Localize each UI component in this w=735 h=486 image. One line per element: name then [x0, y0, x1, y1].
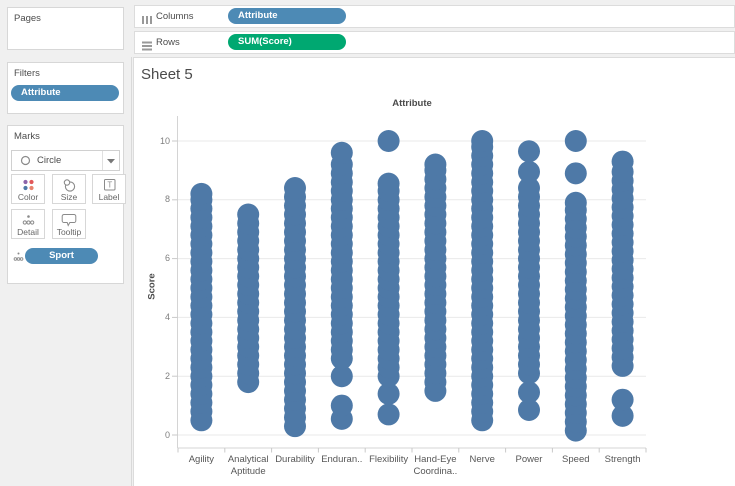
y-tick-label: 4: [164, 311, 170, 322]
rows-shelf-label: Rows: [156, 37, 180, 48]
detail-icon: [12, 213, 44, 227]
data-point-circle[interactable]: [611, 404, 634, 427]
category-label[interactable]: Durability: [275, 454, 315, 465]
label-button-label: Label: [98, 192, 120, 202]
category-label[interactable]: Analytical Aptitude: [227, 454, 269, 477]
category-label[interactable]: Agility: [188, 454, 215, 465]
y-tick-label: 0: [164, 429, 170, 440]
color-button-label: Color: [17, 192, 39, 202]
data-point-circle[interactable]: [424, 153, 447, 176]
shelf-bar: Columns Attribute Rows SUM(Score): [131, 0, 735, 57]
filters-shelf[interactable]: Filters Attribute: [7, 62, 124, 114]
data-point-circle[interactable]: [518, 177, 540, 200]
sheet-title: Sheet 5: [141, 66, 193, 83]
rows-icon: [142, 38, 153, 56]
data-point-circle[interactable]: [190, 182, 213, 205]
data-point-circle[interactable]: [377, 403, 400, 426]
data-point-circle[interactable]: [377, 130, 400, 152]
color-button[interactable]: Color: [11, 174, 45, 204]
plot-area: [172, 116, 647, 453]
data-point-circle[interactable]: [284, 177, 306, 200]
data-point-circle[interactable]: [377, 382, 400, 405]
rows-shelf[interactable]: Rows SUM(Score): [134, 31, 735, 54]
data-point-circle[interactable]: [611, 150, 634, 173]
data-point-circle[interactable]: [330, 365, 353, 388]
columns-icon: [142, 12, 153, 30]
columns-shelf-label: Columns: [156, 11, 194, 22]
pages-shelf[interactable]: Pages: [7, 7, 124, 50]
category-label[interactable]: Flexibility: [369, 454, 409, 465]
columns-pill-attribute[interactable]: Attribute: [228, 8, 346, 24]
circle-mark-icon: [20, 155, 31, 169]
category-label[interactable]: Speed: [562, 454, 590, 465]
data-point-circle[interactable]: [330, 141, 353, 164]
color-icon: [12, 178, 44, 192]
svg-text:T: T: [107, 181, 112, 190]
data-point-circle[interactable]: [237, 203, 260, 226]
size-button[interactable]: Size: [52, 174, 86, 204]
data-point-circle[interactable]: [518, 140, 540, 163]
category-label[interactable]: Nerve: [469, 454, 495, 465]
category-label[interactable]: Strength: [604, 454, 641, 465]
filters-title: Filters: [14, 68, 40, 79]
rows-pill-sum-score[interactable]: SUM(Score): [228, 34, 346, 50]
data-point-circle[interactable]: [518, 381, 540, 404]
data-point-circle[interactable]: [564, 162, 587, 185]
y-tick-label: 10: [159, 135, 170, 146]
filter-pill-attribute[interactable]: Attribute: [11, 85, 119, 101]
data-point-circle[interactable]: [564, 191, 587, 214]
tooltip-icon: [53, 213, 85, 227]
data-point-circle[interactable]: [518, 399, 540, 422]
columns-shelf[interactable]: Columns Attribute: [134, 5, 735, 28]
dropdown-caret-button[interactable]: [102, 151, 119, 170]
category-label[interactable]: Enduran..: [321, 454, 363, 465]
mark-type-dropdown[interactable]: Circle: [11, 150, 120, 171]
data-point-circle[interactable]: [330, 394, 353, 417]
mark-type-value: Circle: [37, 155, 62, 166]
y-tick-label: 2: [164, 370, 170, 381]
tooltip-button[interactable]: Tooltip: [52, 209, 86, 239]
data-point-circle[interactable]: [564, 130, 587, 152]
size-button-label: Size: [60, 192, 78, 202]
y-tick-label: 8: [164, 194, 170, 205]
label-icon: T: [93, 178, 125, 192]
data-point-circle[interactable]: [518, 160, 540, 183]
detail-shelf-icon: [13, 250, 24, 268]
label-button[interactable]: T Label: [92, 174, 126, 204]
detail-button[interactable]: Detail: [11, 209, 45, 239]
marks-pill-sport[interactable]: Sport: [25, 248, 98, 264]
category-label[interactable]: Power: [515, 454, 543, 465]
size-icon: [53, 178, 85, 192]
marks-title: Marks: [14, 131, 40, 142]
marks-card: Marks Circle Color: [7, 125, 126, 284]
category-label[interactable]: Hand-Eye Coordina..: [413, 454, 458, 477]
pages-title: Pages: [14, 13, 41, 24]
detail-button-label: Detail: [17, 227, 39, 237]
data-point-circle[interactable]: [471, 130, 494, 152]
data-point-circle[interactable]: [611, 388, 634, 411]
chevron-down-icon: [107, 159, 115, 164]
sidebar: Pages Filters Attribute Marks Circle: [0, 0, 132, 486]
chart-column-header: Attribute: [392, 98, 432, 109]
worksheet: Sheet 5 Attribute Score 0 2 4 6 8 10 Agility A…: [133, 57, 735, 486]
data-point-circle[interactable]: [377, 172, 400, 195]
tooltip-button-label: Tooltip: [56, 227, 82, 237]
y-tick-label: 6: [164, 253, 170, 264]
